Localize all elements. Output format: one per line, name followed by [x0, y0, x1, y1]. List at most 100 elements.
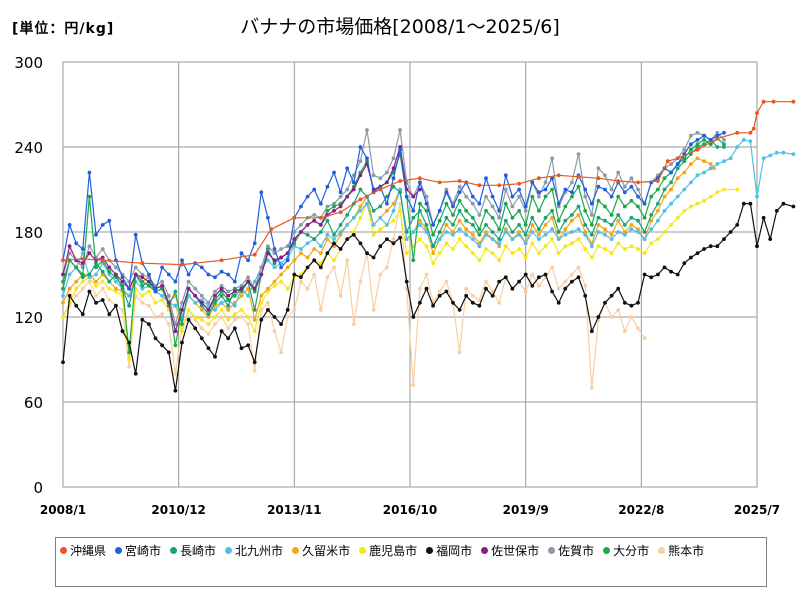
series-1-point: [398, 179, 402, 183]
series-4-point: [755, 194, 759, 199]
series-9-point: [510, 204, 515, 209]
series-3-point: [457, 208, 462, 213]
series-6-point: [464, 244, 469, 249]
series-11-point: [318, 308, 323, 312]
series-6-point: [127, 357, 131, 362]
series-2-point: [266, 215, 270, 220]
series-8-point: [345, 194, 350, 199]
series-6-point: [689, 204, 693, 209]
series-5-point: [596, 223, 601, 227]
series-4-point: [325, 232, 330, 237]
series-3-point: [404, 230, 409, 234]
series-10-point: [583, 208, 588, 213]
series-7-point: [451, 300, 455, 305]
series-2-point: [603, 187, 607, 192]
series-6-point: [523, 255, 528, 260]
series-5-point: [583, 230, 588, 234]
series-6-point: [371, 232, 376, 237]
series-4-point: [791, 152, 796, 157]
series-3-point: [589, 232, 594, 237]
series-1-point: [219, 258, 224, 263]
series-7-point: [570, 279, 574, 284]
series-4-point: [318, 244, 323, 249]
series-5-point: [259, 293, 264, 298]
series-4-point: [114, 279, 118, 284]
legend-label: 福岡市: [436, 544, 473, 558]
series-9-point: [669, 162, 673, 166]
series-7-point: [100, 298, 105, 302]
series-1-point: [252, 252, 257, 257]
series-1-point: [358, 197, 363, 202]
series-11-point: [312, 272, 317, 277]
series-6-point: [398, 208, 402, 213]
series-6-point: [470, 251, 475, 256]
series-2-point: [259, 190, 264, 195]
series-2-point: [477, 201, 482, 206]
series-9-point: [358, 159, 363, 164]
series-7-point: [656, 272, 660, 277]
series-2-point: [497, 208, 502, 213]
series-7-point: [219, 329, 224, 334]
series-10-point: [722, 142, 726, 147]
series-11-point: [418, 286, 422, 291]
series-11-point: [550, 265, 554, 270]
series-1-point: [269, 227, 274, 232]
series-9-point: [365, 128, 369, 132]
series-4-point: [616, 230, 621, 234]
series-9-point: [517, 194, 521, 199]
series-6-point: [457, 237, 462, 242]
series-2-point: [180, 258, 184, 263]
series-5-point: [318, 251, 323, 256]
series-6-point: [484, 247, 488, 251]
series-2-point: [199, 265, 204, 270]
series-7-point: [444, 289, 449, 294]
series-11-point: [570, 272, 574, 277]
series-7-point: [517, 279, 521, 284]
series-9-point: [239, 283, 244, 288]
series-10-point: [87, 194, 92, 199]
series-6-point: [642, 251, 647, 256]
series-3-point: [537, 227, 541, 232]
series-7-point: [94, 300, 98, 305]
series-4-point: [642, 237, 647, 242]
series-9-point: [629, 176, 634, 181]
series-3-point: [127, 303, 131, 308]
series-4-point: [768, 153, 773, 158]
series-8-point: [411, 194, 416, 199]
series-4-point: [451, 232, 455, 237]
series-4-point: [715, 162, 720, 166]
series-5-point: [622, 230, 627, 234]
series-4-point: [722, 159, 726, 164]
series-10-point: [682, 156, 687, 161]
series-7-point: [622, 300, 627, 305]
series-4-point: [266, 258, 270, 263]
series-2-point: [589, 201, 594, 206]
series-8-point: [67, 244, 72, 249]
series-3-point: [411, 215, 416, 220]
series-1-point: [140, 261, 145, 266]
series-8-point: [332, 208, 336, 213]
series-4-point: [603, 232, 607, 237]
series-8-point: [219, 286, 224, 291]
series-10-point: [589, 223, 594, 227]
series-10-point: [457, 198, 462, 203]
series-9-point: [166, 293, 171, 298]
series-7-point: [490, 293, 495, 298]
series-7-point: [636, 300, 640, 305]
series-7-point: [642, 272, 647, 277]
series-7-point: [318, 265, 323, 270]
series-11-point: [378, 272, 383, 277]
series-9-point: [490, 204, 495, 209]
series-4-point: [662, 208, 667, 213]
series-2-point: [133, 232, 138, 237]
series-9-point: [583, 194, 588, 199]
series-2-point: [206, 272, 211, 277]
series-6-point: [74, 286, 79, 291]
series-10-point: [510, 215, 515, 220]
series-5-point: [67, 286, 72, 291]
series-4-point: [338, 230, 343, 234]
series-6-point: [100, 279, 105, 284]
legend-marker-icon: [170, 547, 178, 554]
series-3-point: [80, 275, 85, 280]
series-9-point: [444, 187, 449, 192]
